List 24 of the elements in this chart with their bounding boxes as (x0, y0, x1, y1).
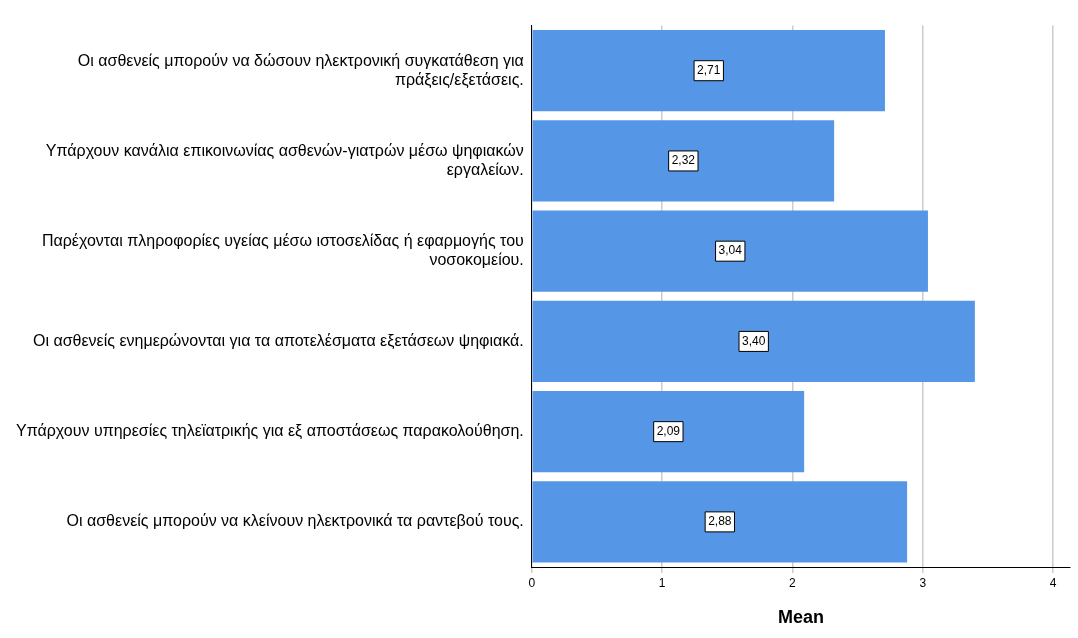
y-tick-label: Οι ασθενείς ενημερώνονται για τα αποτελέσματα εξετάσεων ψηφιακά. (32, 331, 524, 350)
bar (532, 30, 885, 112)
data-label: 2,71 (697, 63, 721, 78)
x-axis-title: Mean (777, 607, 824, 628)
bar (532, 391, 805, 473)
y-tick-label: Υπάρχουν υπηρεσίες τηλεϊατρικής για εξ αποστάσεως παρακολούθηση. (15, 422, 524, 441)
bar (532, 300, 975, 383)
x-tick-label: 2 (789, 575, 797, 590)
x-tick-label: 1 (658, 575, 666, 590)
data-label: 2,88 (708, 514, 732, 529)
y-tick-label: Παρέχονται πληροφορίες υγείας μέσω ιστοσελίδας ή εφαρμογής του νοσοκομείου. (41, 231, 524, 269)
data-label: 2,32 (671, 153, 696, 168)
x-tick-label: 0 (528, 575, 536, 590)
x-tick-label: 3 (919, 575, 927, 590)
y-tick-label: Υπάρχουν κανάλια επικοινωνίας ασθενών-γιατρών μέσω ψηφιακών εργαλείων. (45, 141, 524, 178)
bar (532, 210, 928, 292)
data-label: 3,04 (718, 243, 743, 258)
data-label: 2,09 (656, 423, 681, 438)
bar (532, 481, 908, 563)
data-label: 3,40 (742, 333, 766, 348)
y-tick-label: Οι ασθενείς μπορούν να δώσουν ηλεκτρονική συγκατάθεση για πράξεις/εξετάσεις. (77, 51, 524, 89)
x-tick-label: 4 (1049, 575, 1057, 590)
y-tick-label: Οι ασθενείς μπορούν να κλείνουν ηλεκτρονικά τα ραντεβού τους. (66, 512, 524, 530)
bar (532, 120, 835, 202)
